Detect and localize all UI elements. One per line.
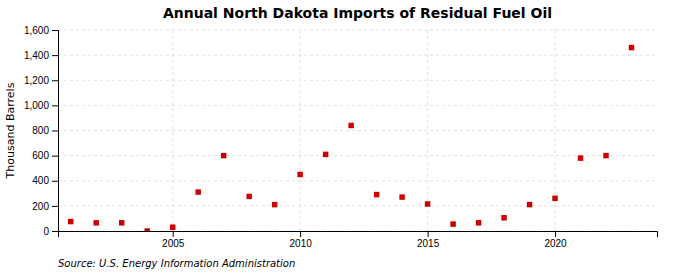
y-axis: 0 200 400 600 800 1,000 1,200 1,400 1,600 [24,25,59,237]
y-tick-label: 1,400 [24,50,49,61]
point [399,194,404,199]
x-tick-mark [555,231,556,237]
x-tick-label: 2020 [544,238,567,249]
y-tick: 0 [43,226,58,237]
point [144,228,149,231]
point [348,123,353,128]
x-grid-line [427,30,428,231]
x-grid-line [172,30,173,231]
y-tick-label: 1,600 [24,25,49,36]
y-grid-line [58,180,657,181]
x-axis-line [59,232,658,238]
point [374,192,379,197]
point [246,194,251,199]
point [501,215,506,220]
y-tick-label: 0 [43,226,49,237]
chart: 2005 2010 2015 2020 0 200 400 600 800 1,000 1,200 1… [0,0,675,275]
point [450,221,455,226]
x-tick-mark [173,231,174,237]
grid [58,30,657,231]
y-tick-label: 1,000 [24,100,49,111]
y-tick-mark [52,131,58,132]
point [323,152,328,157]
y-tick: 1,400 [24,50,58,61]
x-tick: 2015 [417,231,440,249]
x-grid-line [300,30,301,231]
y-tick: 800 [32,125,58,136]
point [527,202,532,207]
y-tick-label: 800 [32,125,49,136]
x-tick-label: 2015 [417,238,440,249]
point [476,220,481,225]
y-tick-label: 1,200 [24,75,49,86]
y-grid-line [58,205,657,206]
point [195,189,200,194]
x-tick-mark [300,231,301,237]
point [272,202,277,207]
y-grid-line [58,155,657,156]
x-axis: 2005 2010 2015 2020 [59,231,658,249]
y-tick-mark [52,181,58,182]
title: Annual North Dakota Imports of Residual … [163,5,552,21]
y-tick: 200 [32,201,58,212]
y-tick: 400 [32,175,58,186]
y-axis-title: Thousand Barrels [4,82,17,179]
y-tick-mark [52,156,58,157]
y-tick-label: 400 [32,175,49,186]
point [425,201,430,206]
x-tick-mark [428,231,429,237]
point [119,220,124,225]
point [629,45,634,50]
y-tick-mark [52,30,58,31]
y-grid-line [58,80,657,81]
y-grid-line [58,130,657,131]
y-tick-label: 600 [32,150,49,161]
x-tick-label: 2010 [290,238,313,249]
y-grid-line [58,30,657,31]
points [68,45,634,231]
plot: 2005 2010 2015 2020 0 200 400 600 800 1,000 1,200 1… [24,25,658,249]
source: Source: U.S. Energy Information Administ… [58,258,295,269]
point [93,220,98,225]
y-tick-mark [52,105,58,106]
point [221,153,226,158]
x-tick: 2010 [290,231,313,249]
y-grid-line [58,105,657,106]
y-tick-label: 200 [32,201,49,212]
x-tick: 2005 [162,231,185,249]
y-axis-line [52,31,59,232]
y-tick: 600 [32,150,58,161]
point [68,219,73,224]
y-tick-mark [52,206,58,207]
y-tick: 1,200 [24,75,58,86]
y-tick-mark [52,231,58,232]
y-tick: 1,600 [24,25,58,36]
point [603,153,608,158]
point [297,172,302,177]
y-tick: 1,000 [24,100,58,111]
point [170,224,175,229]
x-tick: 2020 [544,231,567,249]
y-tick-mark [52,55,58,56]
x-tick-label: 2005 [162,238,185,249]
y-tick-mark [52,80,58,81]
y-grid-line [58,55,657,56]
point [552,196,557,201]
point [578,155,583,160]
